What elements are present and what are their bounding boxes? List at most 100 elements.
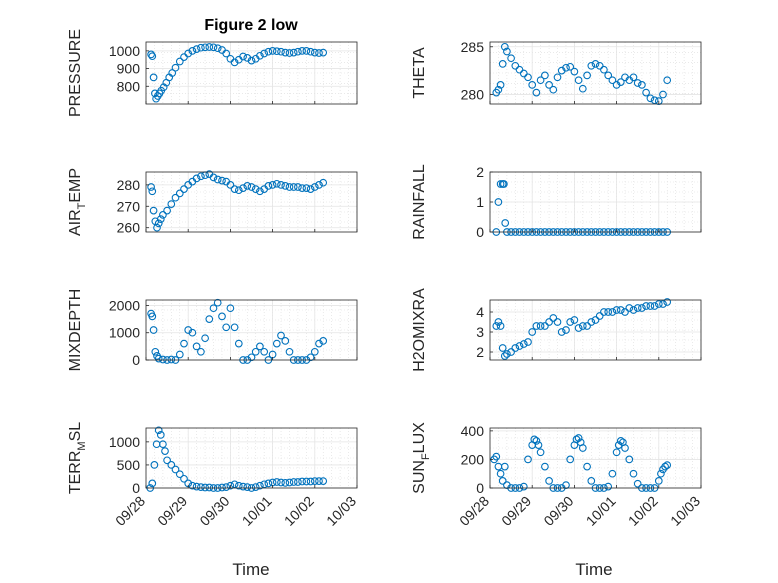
- data-point: [500, 352, 509, 360]
- data-point: [159, 440, 167, 449]
- data-point: [260, 347, 269, 356]
- data-point: [545, 81, 553, 89]
- figure-title: Figure 2 low: [204, 17, 298, 34]
- data-point: [268, 181, 277, 189]
- data-point: [149, 206, 158, 215]
- data-point: [205, 315, 214, 323]
- data-point: [167, 200, 176, 208]
- data-point: [650, 96, 659, 105]
- data-point: [530, 435, 539, 444]
- data-point: [281, 182, 290, 190]
- data-point: [616, 78, 625, 86]
- data-point: [264, 182, 273, 190]
- axes-box: [489, 427, 702, 489]
- data-point: [201, 43, 209, 52]
- data-point: [553, 318, 562, 326]
- y-tick-label: 280: [117, 177, 141, 193]
- data-point: [545, 477, 553, 485]
- data-point: [562, 481, 570, 489]
- y-axis-label: AIRTEMP: [67, 168, 88, 236]
- x-tick-label: 10/01: [239, 493, 275, 529]
- data-point: [272, 339, 281, 348]
- data-point: [161, 447, 169, 455]
- y-tick-label: 1000: [109, 325, 140, 341]
- data-point: [583, 71, 591, 80]
- y-tick-label: 2: [476, 164, 484, 180]
- data-point: [663, 76, 672, 85]
- data-point: [180, 339, 188, 348]
- y-tick-label: 400: [461, 423, 485, 439]
- y-tick-label: 900: [117, 61, 141, 77]
- data-point: [494, 198, 503, 206]
- data-point: [528, 81, 537, 89]
- y-axis-label: RAINFALL: [411, 164, 428, 240]
- data-point: [148, 52, 157, 61]
- subplot-terrain: 0 500 1000 09/28 09/29 09/30 10/01 10/02 10/03 TE…: [67, 422, 359, 529]
- data-point: [549, 314, 558, 322]
- data-point: [247, 56, 256, 65]
- data-point: [515, 342, 524, 350]
- y-tick-label: 0: [132, 480, 140, 496]
- data-point: [251, 347, 260, 356]
- data-point: [583, 462, 591, 471]
- data-point: [629, 306, 638, 314]
- data-point: [600, 65, 608, 74]
- data-point: [272, 478, 281, 486]
- y-tick-label: 260: [117, 220, 141, 236]
- data-point: [150, 461, 159, 469]
- data-point: [188, 481, 197, 490]
- x-tick-label: 09/29: [154, 493, 190, 529]
- y-axis-label: THETA: [411, 47, 428, 99]
- data-point: [201, 483, 209, 492]
- data-point: [226, 304, 235, 313]
- data-point: [171, 63, 180, 72]
- data-point: [218, 176, 226, 185]
- data-point: [496, 469, 505, 478]
- x-axis-label-left: Time: [232, 560, 269, 579]
- data-point: [663, 461, 672, 469]
- data-point: [256, 342, 264, 351]
- data-point: [549, 85, 558, 94]
- y-tick-label: 4: [476, 304, 484, 320]
- data-point: [507, 54, 515, 63]
- data-point: [578, 84, 587, 93]
- data-point: [500, 42, 509, 51]
- data-point: [294, 183, 302, 191]
- y-tick-label: 500: [117, 457, 141, 473]
- data-point: [500, 180, 508, 188]
- x-tick-label: 10/02: [625, 493, 661, 529]
- data-point: [209, 173, 218, 182]
- data-point: [151, 347, 160, 356]
- data-point: [218, 312, 226, 321]
- data-point: [192, 45, 201, 53]
- data-point: [289, 478, 298, 486]
- data-point: [498, 477, 507, 485]
- data-point: [188, 328, 197, 337]
- data-point: [638, 304, 646, 312]
- data-point: [503, 350, 511, 358]
- data-point: [213, 298, 222, 307]
- data-point: [511, 344, 520, 352]
- data-point: [494, 318, 503, 326]
- data-point: [629, 73, 638, 82]
- data-point: [492, 322, 501, 330]
- data-point: [507, 348, 515, 356]
- data-point: [149, 73, 158, 82]
- y-tick-label: 1000: [109, 43, 140, 59]
- data-point: [289, 183, 298, 191]
- data-point: [511, 61, 520, 70]
- data-point: [524, 73, 532, 82]
- data-point: [306, 185, 315, 193]
- data-point: [167, 461, 176, 469]
- data-point: [247, 353, 256, 362]
- y-axis-label: H2OMIXRA: [411, 288, 428, 372]
- data-point: [587, 61, 596, 70]
- axes-box: [145, 41, 358, 105]
- data-point: [285, 478, 294, 487]
- data-point: [600, 308, 608, 316]
- y-axis-label: SUNFLUX: [411, 422, 432, 494]
- y-tick-label: 2: [476, 344, 484, 360]
- y-tick-label: 800: [117, 78, 141, 94]
